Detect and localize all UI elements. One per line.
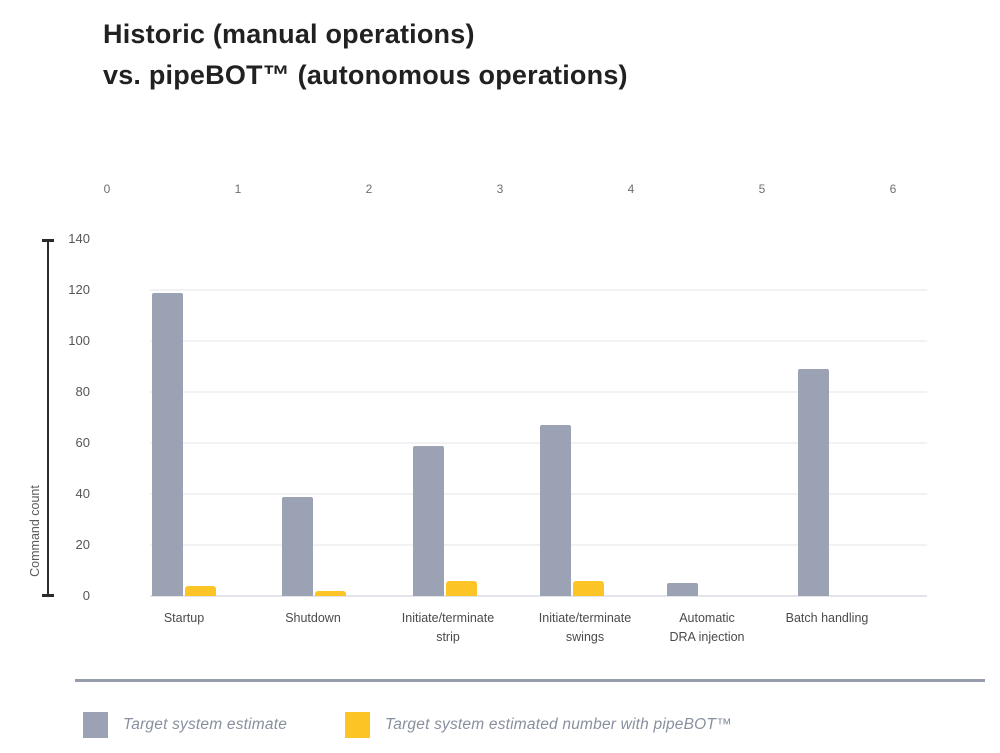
bar-estimate-3 — [413, 445, 444, 596]
top-axis-tick-4: 4 — [627, 182, 635, 196]
y-axis-line — [42, 239, 54, 597]
top-axis-tick-5: 5 — [758, 182, 766, 196]
plot-area — [150, 239, 927, 597]
bar-estimate-2 — [282, 496, 313, 596]
gridline-100 — [150, 340, 927, 342]
y-tick-140: 140 — [68, 231, 90, 246]
gridline-80 — [150, 391, 927, 393]
category-label-5: Automatic DRA injection — [669, 611, 745, 644]
bar-pipebot-4 — [573, 580, 604, 596]
category-label-3: Initiate/terminate strip — [401, 611, 495, 644]
legend-label-pipebot: Target system estimated number with pipe… — [385, 716, 732, 733]
y-axis-title: Command count — [28, 485, 42, 577]
y-axis-top-cap — [42, 239, 54, 242]
bar-estimate-1 — [152, 292, 183, 596]
category-label-6: Batch handling — [785, 611, 869, 625]
y-tick-80: 80 — [75, 384, 90, 399]
y-tick-120: 120 — [68, 282, 90, 297]
legend-divider — [75, 679, 985, 682]
legend-swatch-yellow — [345, 712, 370, 738]
legend-label-estimate: Target system estimate — [123, 716, 288, 733]
legend-item-estimate: Target system estimate — [83, 712, 287, 738]
bar-estimate-4 — [540, 425, 571, 596]
chart-title: Historic (manual operations) vs. pipeBOT… — [103, 14, 628, 96]
y-axis-bottom-cap — [42, 594, 54, 597]
legend-swatch-gray — [83, 712, 108, 738]
gridline-120 — [150, 289, 927, 291]
top-axis-tick-3: 3 — [496, 182, 504, 196]
category-label-1: Startup — [163, 611, 205, 625]
legend-item-pipebot: Target system estimated number with pipe… — [345, 712, 732, 738]
top-axis-tick-2: 2 — [365, 182, 373, 196]
top-axis-tick-6: 6 — [889, 182, 897, 196]
y-tick-20: 20 — [75, 537, 90, 552]
bar-pipebot-2 — [315, 590, 346, 596]
bar-estimate-5 — [667, 583, 698, 596]
bar-pipebot-3 — [446, 580, 477, 596]
top-axis-tick-0: 0 — [103, 182, 111, 196]
gridline-60 — [150, 442, 927, 444]
bar-estimate-6 — [798, 369, 829, 596]
y-tick-40: 40 — [75, 486, 90, 501]
gridline-0 — [150, 595, 927, 597]
y-tick-60: 60 — [75, 435, 90, 450]
gridline-40 — [150, 493, 927, 495]
bar-pipebot-1 — [185, 585, 216, 596]
chart-title-line1: Historic (manual operations) — [103, 19, 475, 49]
chart-title-line2: vs. pipeBOT™ (autonomous operations) — [103, 60, 628, 90]
category-label-4: Initiate/terminate swings — [538, 611, 632, 644]
gridline-20 — [150, 544, 927, 546]
top-axis-tick-1: 1 — [234, 182, 242, 196]
y-tick-100: 100 — [68, 333, 90, 348]
y-tick-0: 0 — [82, 588, 90, 603]
category-label-2: Shutdown — [285, 611, 341, 625]
